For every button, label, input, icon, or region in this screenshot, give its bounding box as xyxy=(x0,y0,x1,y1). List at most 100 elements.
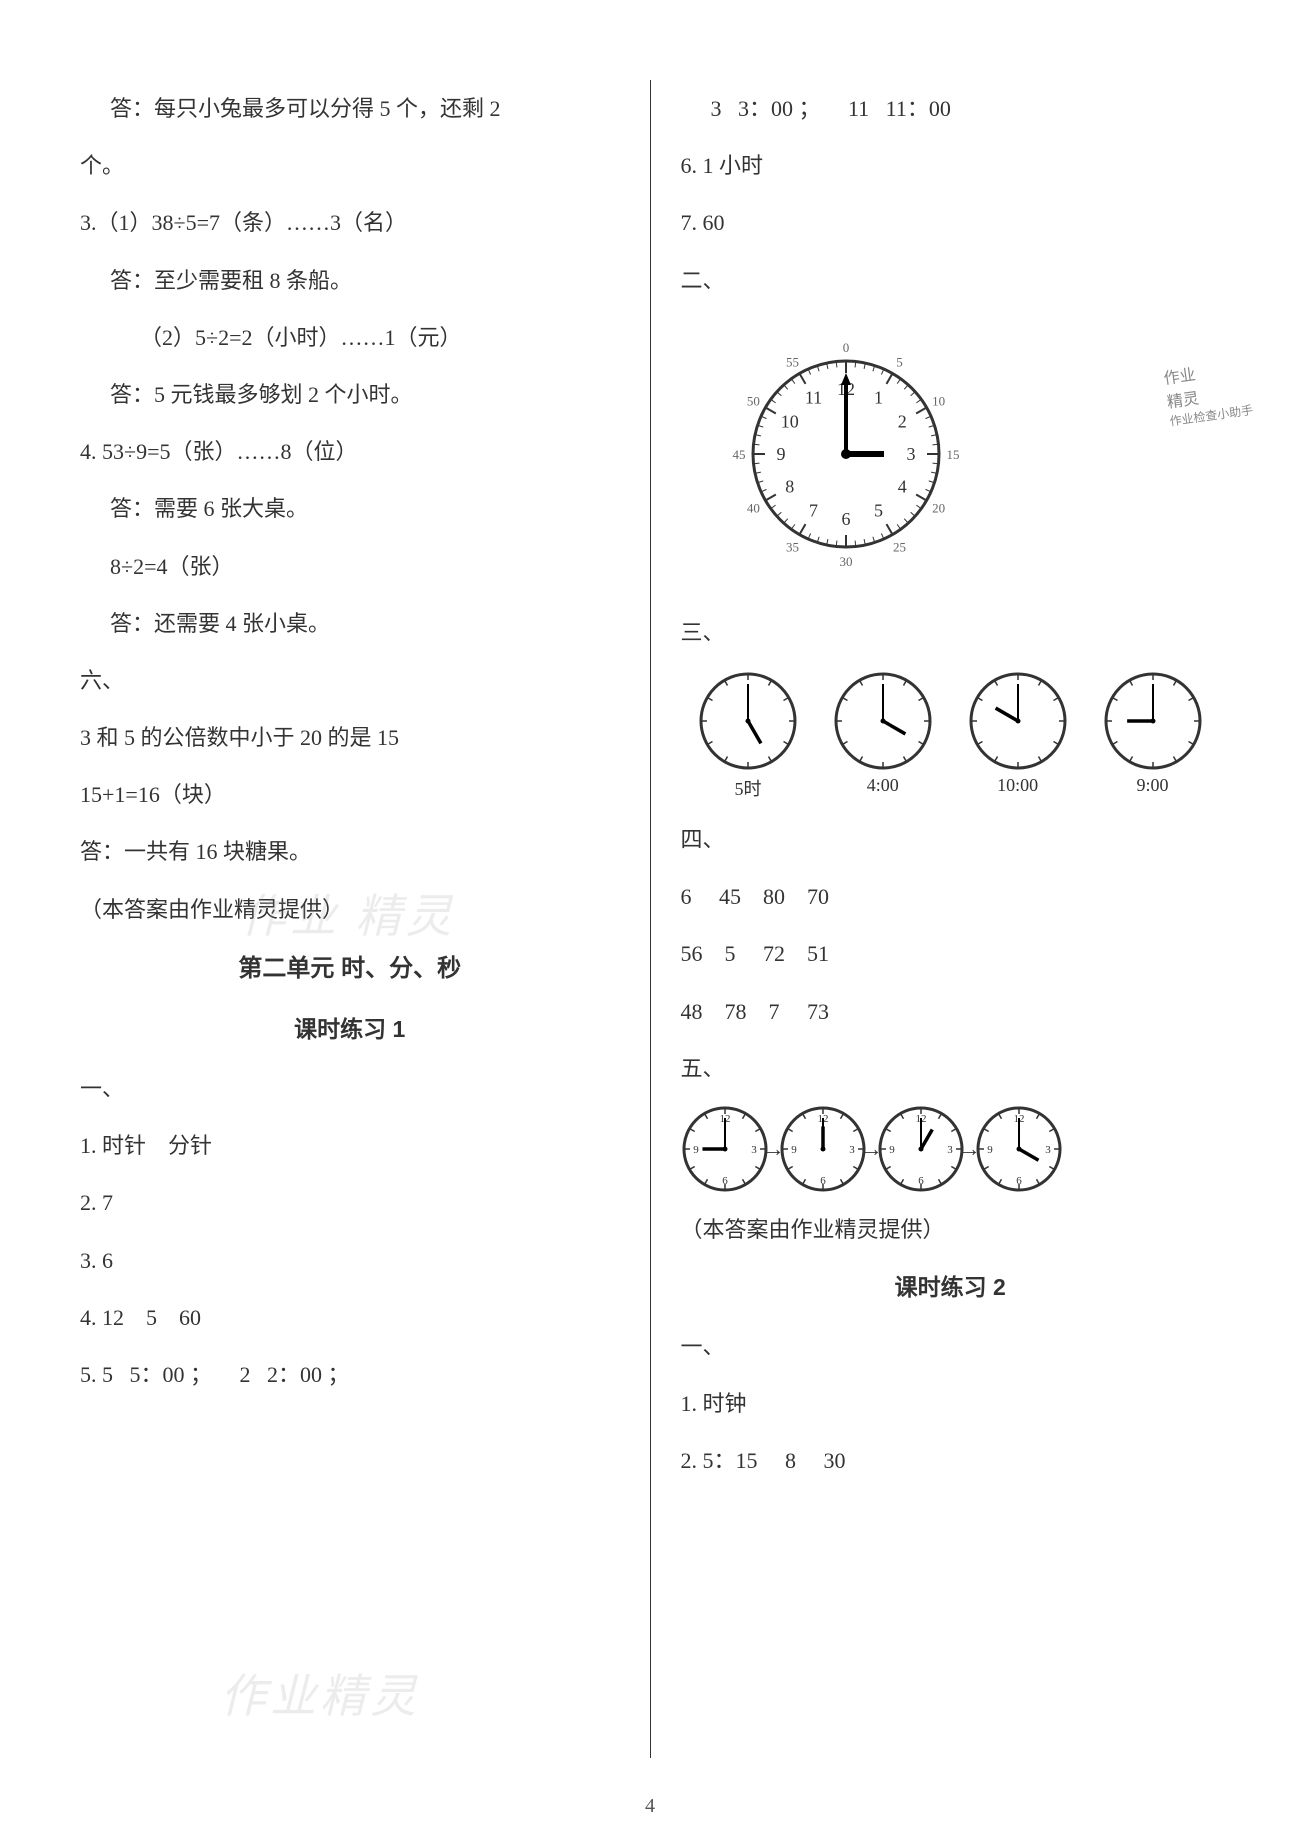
text-line: 7. 60 xyxy=(681,194,1221,251)
number-row: 48 78 7 73 xyxy=(681,983,1221,1040)
text-line: 答：5 元钱最多够划 2 个小时。 xyxy=(80,366,620,423)
column-divider xyxy=(650,80,651,1758)
svg-text:3: 3 xyxy=(849,1144,855,1156)
svg-text:8: 8 xyxy=(785,476,794,496)
page-number: 4 xyxy=(645,1795,655,1818)
clock-icon: 12369 xyxy=(975,1105,1063,1193)
section-marker: 四、 xyxy=(681,811,1221,868)
text-line: 15+1=16（块） xyxy=(80,766,620,823)
section-marker: 五、 xyxy=(681,1040,1221,1097)
clock-icon: 12369 xyxy=(877,1105,965,1193)
text-line: 3 3：00 ； 11 11：00 xyxy=(681,80,1221,137)
clock-item: 12369 xyxy=(877,1105,965,1193)
clock-label: 5时 xyxy=(734,775,761,801)
clock-item: 10:00 xyxy=(968,671,1068,796)
svg-text:3: 3 xyxy=(947,1144,953,1156)
big-clock: 1212345678910110510152025303540455055 xyxy=(701,319,991,589)
clock-item: 12369 xyxy=(681,1105,769,1193)
small-clocks-row: 5时 4:00 10:00 9:00 xyxy=(681,671,1221,801)
svg-text:30: 30 xyxy=(839,554,852,569)
text-line: 3.（1）38÷5=7（条）……3（名） xyxy=(80,194,620,251)
svg-text:10: 10 xyxy=(780,411,798,431)
svg-text:6: 6 xyxy=(722,1175,728,1187)
credit-line: （本答案由作业精灵提供） xyxy=(681,1201,1221,1258)
text-line: 答：每只小兔最多可以分得 5 个，还剩 2 xyxy=(80,80,620,137)
svg-text:3: 3 xyxy=(751,1144,757,1156)
number-row: 6 45 80 70 xyxy=(681,868,1221,925)
svg-text:4: 4 xyxy=(897,476,906,496)
sequence-clocks-row: 12369→12369→12369→12369 xyxy=(681,1105,1221,1193)
svg-text:5: 5 xyxy=(874,500,883,520)
svg-text:9: 9 xyxy=(693,1144,699,1156)
svg-text:6: 6 xyxy=(841,509,850,529)
clock-icon xyxy=(833,671,933,771)
clock-item: 9:00 xyxy=(1103,671,1203,796)
svg-text:50: 50 xyxy=(746,393,759,408)
clock-icon xyxy=(968,671,1068,771)
text-line: 2. 5：15 8 30 xyxy=(681,1432,1221,1489)
text-line: 5. 5 5：00 ； 2 2：00 ； xyxy=(80,1346,620,1403)
text-line: 答：还需要 4 张小桌。 xyxy=(80,595,620,652)
unit-title: 第二单元 时、分、秒 xyxy=(80,938,620,1000)
section-marker: 三、 xyxy=(681,604,1221,661)
clock-icon: 12369 xyxy=(681,1105,769,1193)
credit-stamp: 作业 精灵 作业检查小助手 xyxy=(1162,353,1254,429)
clock-item: 12369 xyxy=(975,1105,1063,1193)
svg-text:11: 11 xyxy=(804,387,821,407)
text-line: 答：至少需要租 8 条船。 xyxy=(80,252,620,309)
svg-text:20: 20 xyxy=(932,500,945,515)
lesson-title: 课时练习 2 xyxy=(681,1258,1221,1318)
section-marker: 六、 xyxy=(80,652,620,709)
text-line: 1. 时针 分针 xyxy=(80,1117,620,1174)
svg-text:6: 6 xyxy=(1016,1175,1022,1187)
text-line: 4. 12 5 60 xyxy=(80,1289,620,1346)
svg-text:10: 10 xyxy=(932,393,945,408)
svg-text:0: 0 xyxy=(842,340,849,355)
svg-text:6: 6 xyxy=(820,1175,826,1187)
svg-text:1: 1 xyxy=(874,387,883,407)
svg-text:45: 45 xyxy=(732,447,745,462)
text-line: 8÷2=4（张） xyxy=(80,538,620,595)
svg-text:55: 55 xyxy=(786,354,799,369)
svg-text:2: 2 xyxy=(897,411,906,431)
page-container: 答：每只小兔最多可以分得 5 个，还剩 2 个。 3.（1）38÷5=7（条）…… xyxy=(60,80,1240,1758)
text-line: 1. 时钟 xyxy=(681,1375,1221,1432)
text-line: 6. 1 小时 xyxy=(681,137,1221,194)
clock-item: 4:00 xyxy=(833,671,933,796)
credit-line: （本答案由作业精灵提供） xyxy=(80,881,620,938)
right-column: 3 3：00 ； 11 11：00 6. 1 小时 7. 60 二、 12123… xyxy=(661,80,1241,1758)
text-line: 答：需要 6 张大桌。 xyxy=(80,480,620,537)
svg-text:25: 25 xyxy=(893,539,906,554)
text-line: 2. 7 xyxy=(80,1174,620,1231)
clock-icon: 12369 xyxy=(779,1105,867,1193)
svg-text:6: 6 xyxy=(918,1175,924,1187)
svg-text:35: 35 xyxy=(786,539,799,554)
svg-text:9: 9 xyxy=(776,444,785,464)
number-row: 56 5 72 51 xyxy=(681,925,1221,982)
left-column: 答：每只小兔最多可以分得 5 个，还剩 2 个。 3.（1）38÷5=7（条）…… xyxy=(60,80,640,1758)
section-marker: 一、 xyxy=(80,1060,620,1117)
svg-text:7: 7 xyxy=(809,500,818,520)
svg-text:3: 3 xyxy=(1045,1144,1051,1156)
text-line: 答：一共有 16 块糖果。 xyxy=(80,823,620,880)
clock-label: 10:00 xyxy=(997,775,1038,796)
svg-text:15: 15 xyxy=(946,447,959,462)
svg-text:40: 40 xyxy=(746,500,759,515)
svg-text:3: 3 xyxy=(906,444,915,464)
section-marker: 一、 xyxy=(681,1318,1221,1375)
clock-icon xyxy=(1103,671,1203,771)
clock-icon xyxy=(698,671,798,771)
text-line: 4. 53÷9=5（张）……8（位） xyxy=(80,423,620,480)
svg-text:9: 9 xyxy=(889,1144,895,1156)
clock-label: 4:00 xyxy=(867,775,899,796)
svg-text:9: 9 xyxy=(987,1144,993,1156)
svg-text:9: 9 xyxy=(791,1144,797,1156)
clock-label: 9:00 xyxy=(1137,775,1169,796)
svg-text:5: 5 xyxy=(896,354,903,369)
text-line: 3 和 5 的公倍数中小于 20 的是 15 xyxy=(80,709,620,766)
text-line: 个。 xyxy=(80,137,620,194)
big-clock-container: 1212345678910110510152025303540455055 作业… xyxy=(701,319,1221,594)
text-line: 3. 6 xyxy=(80,1232,620,1289)
clock-item: 5时 xyxy=(698,671,798,801)
clock-item: 12369 xyxy=(779,1105,867,1193)
